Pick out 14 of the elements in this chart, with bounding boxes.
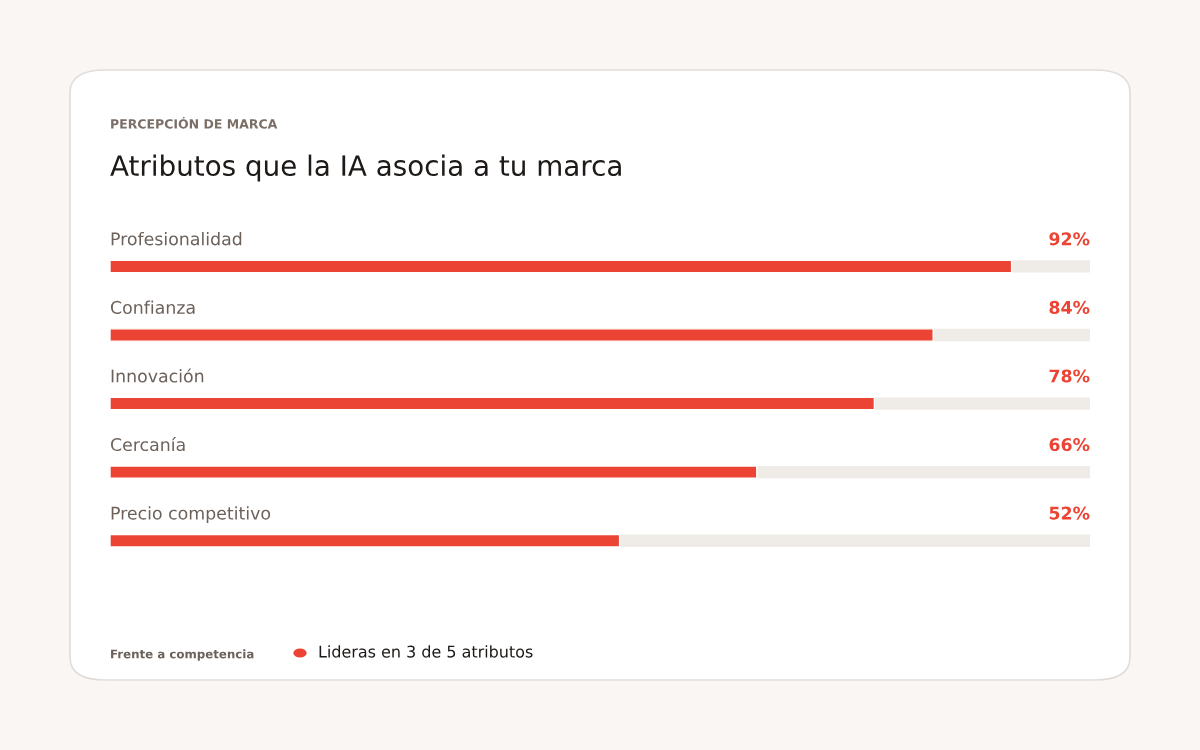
data-label: 84% [1049,300,1090,314]
y-tick-label: Cercanía [110,436,185,452]
chart-title: Atributos que la IA asocia a tu marca [110,154,621,182]
chart-subtitle: PERCEPCIÓN DE MARCA [111,116,278,129]
text: Frente a competencia [111,649,254,661]
y-tick-label: Profesionalidad [111,231,242,246]
data-label: 78% [1049,369,1090,383]
data-label: 66% [1049,437,1090,452]
data-label: 92% [1049,232,1090,246]
data-label: 52% [1049,506,1090,520]
y-tick-label: Innovación [111,368,204,383]
y-tick-label: Confianza [110,300,195,314]
text: Lideras en 3 de 5 atributos [319,645,533,658]
y-tick-label: Precio competitivo [111,506,271,524]
